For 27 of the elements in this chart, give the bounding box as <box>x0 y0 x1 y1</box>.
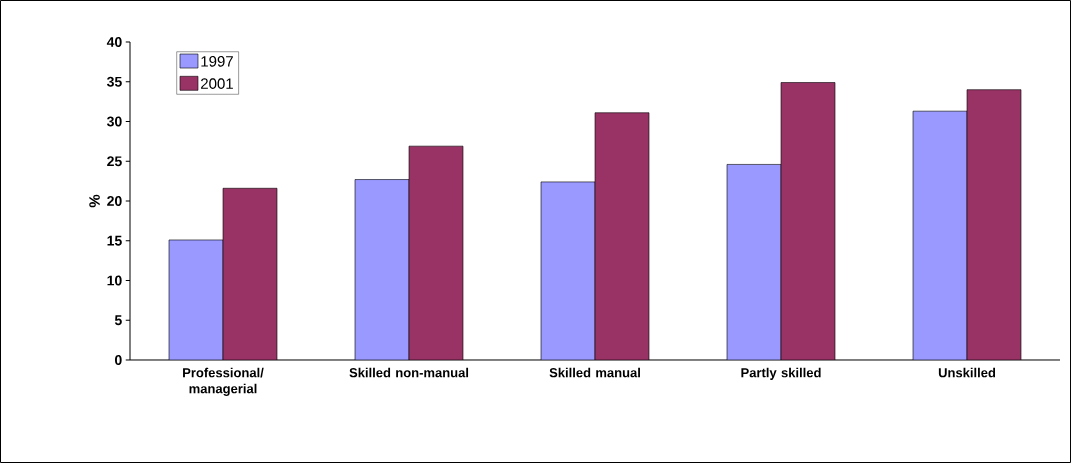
bar <box>594 112 650 360</box>
legend-label: 1997 <box>201 56 233 67</box>
x-tick-label: Partly skilled <box>741 367 821 380</box>
y-tick-label: 25 <box>107 156 122 167</box>
y-tick-label: 10 <box>107 275 122 286</box>
bar <box>540 181 596 360</box>
bar <box>168 239 224 360</box>
x-tick-label: Skilled manual <box>549 367 640 378</box>
y-tick-label: 20 <box>107 196 122 206</box>
x-tick-label: Professional/ managerial <box>183 367 264 396</box>
bar <box>726 164 782 360</box>
y-tick-label: 35 <box>106 76 122 87</box>
x-tick-label: Unskilled <box>938 367 996 378</box>
y-tick-label: 30 <box>106 116 122 127</box>
legend-label: 2001 <box>201 78 233 89</box>
y-tick-label: 15 <box>107 235 122 246</box>
y-axis-title: % <box>89 194 100 208</box>
bar <box>408 145 464 360</box>
bar <box>966 89 1022 360</box>
y-tick-label: 5 <box>114 315 122 326</box>
bar <box>354 179 410 360</box>
y-tick-label: 40 <box>106 37 122 47</box>
x-tick-label: Skilled non-manual <box>349 367 469 378</box>
y-tick-label: 0 <box>114 355 122 365</box>
bar <box>222 187 278 360</box>
bar <box>912 110 968 360</box>
bar <box>780 82 836 360</box>
